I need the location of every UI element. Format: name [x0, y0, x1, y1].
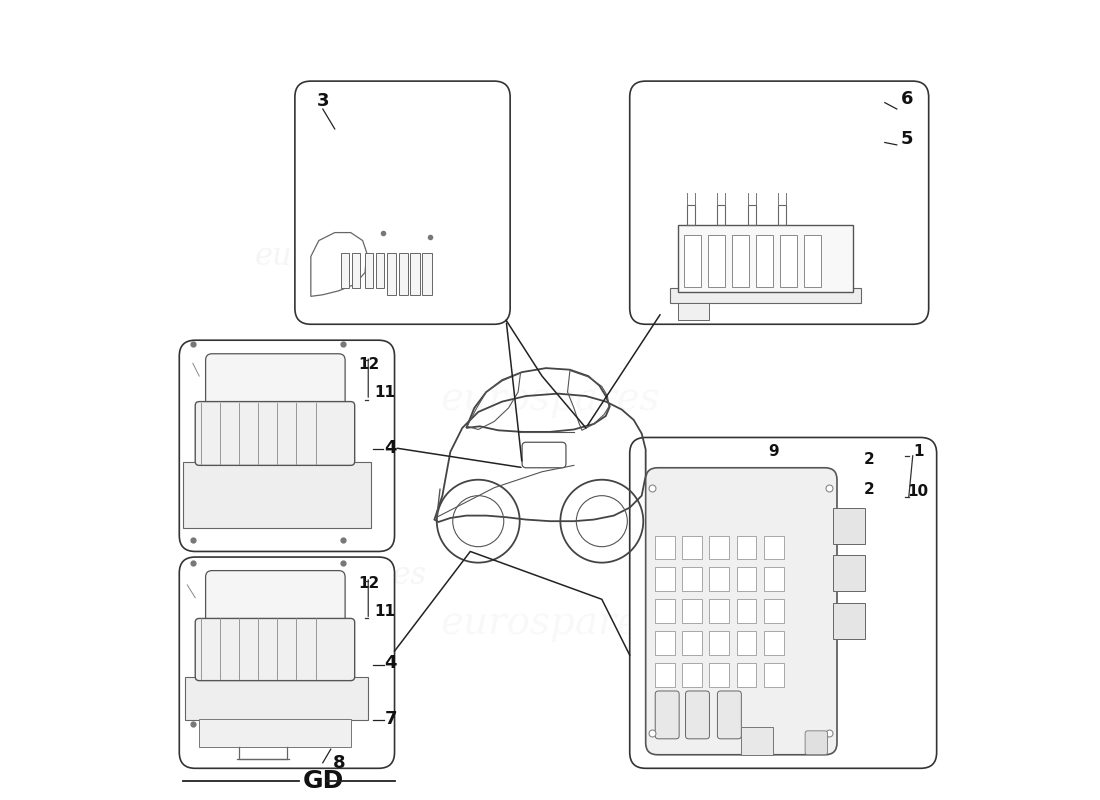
FancyBboxPatch shape	[708, 235, 725, 286]
FancyBboxPatch shape	[179, 557, 395, 768]
Text: 2: 2	[864, 452, 874, 467]
Text: eurospares: eurospares	[255, 560, 427, 591]
FancyBboxPatch shape	[341, 253, 349, 288]
FancyBboxPatch shape	[522, 442, 565, 468]
FancyBboxPatch shape	[684, 235, 702, 286]
FancyBboxPatch shape	[646, 468, 837, 754]
FancyBboxPatch shape	[656, 691, 679, 739]
FancyBboxPatch shape	[763, 663, 783, 687]
Text: 11: 11	[375, 604, 396, 618]
Text: 3: 3	[317, 92, 329, 110]
FancyBboxPatch shape	[763, 631, 783, 655]
FancyBboxPatch shape	[206, 570, 345, 625]
FancyBboxPatch shape	[410, 254, 420, 294]
FancyBboxPatch shape	[682, 599, 702, 623]
FancyBboxPatch shape	[206, 354, 345, 408]
FancyBboxPatch shape	[295, 81, 510, 324]
FancyBboxPatch shape	[805, 731, 827, 754]
FancyBboxPatch shape	[737, 599, 757, 623]
Text: 4: 4	[384, 439, 397, 457]
FancyBboxPatch shape	[710, 599, 729, 623]
FancyBboxPatch shape	[179, 340, 395, 551]
FancyBboxPatch shape	[682, 535, 702, 559]
FancyBboxPatch shape	[670, 288, 861, 302]
FancyBboxPatch shape	[398, 254, 408, 294]
FancyBboxPatch shape	[656, 535, 675, 559]
FancyBboxPatch shape	[376, 253, 384, 288]
FancyBboxPatch shape	[352, 253, 361, 288]
Text: 8: 8	[332, 754, 345, 772]
Text: 11: 11	[375, 385, 396, 399]
Text: 9: 9	[768, 444, 779, 459]
FancyBboxPatch shape	[365, 253, 373, 288]
Text: 6: 6	[901, 90, 913, 108]
Text: 2: 2	[864, 482, 874, 497]
FancyBboxPatch shape	[710, 631, 729, 655]
FancyBboxPatch shape	[656, 631, 675, 655]
FancyBboxPatch shape	[741, 727, 773, 754]
FancyBboxPatch shape	[737, 567, 757, 591]
FancyBboxPatch shape	[629, 438, 937, 768]
FancyBboxPatch shape	[732, 235, 749, 286]
FancyBboxPatch shape	[756, 235, 773, 286]
Text: 1: 1	[913, 444, 924, 459]
FancyBboxPatch shape	[833, 603, 865, 639]
FancyBboxPatch shape	[763, 567, 783, 591]
FancyBboxPatch shape	[763, 599, 783, 623]
FancyBboxPatch shape	[185, 677, 368, 721]
FancyBboxPatch shape	[685, 691, 710, 739]
FancyBboxPatch shape	[737, 535, 757, 559]
FancyBboxPatch shape	[199, 719, 351, 746]
FancyBboxPatch shape	[678, 225, 852, 292]
FancyBboxPatch shape	[656, 663, 675, 687]
Text: eurospares: eurospares	[440, 382, 660, 418]
FancyBboxPatch shape	[682, 631, 702, 655]
FancyBboxPatch shape	[386, 254, 396, 294]
Text: eurospares: eurospares	[629, 624, 802, 654]
Text: eurospares: eurospares	[440, 605, 660, 642]
FancyBboxPatch shape	[737, 663, 757, 687]
FancyBboxPatch shape	[184, 462, 371, 527]
FancyBboxPatch shape	[717, 691, 741, 739]
Text: 7: 7	[384, 710, 397, 728]
FancyBboxPatch shape	[629, 81, 928, 324]
FancyBboxPatch shape	[780, 235, 798, 286]
Text: 4: 4	[384, 654, 397, 672]
Text: eurospares: eurospares	[629, 241, 802, 272]
FancyBboxPatch shape	[710, 663, 729, 687]
FancyBboxPatch shape	[833, 555, 865, 591]
FancyBboxPatch shape	[682, 567, 702, 591]
FancyBboxPatch shape	[656, 567, 675, 591]
Text: 12: 12	[359, 357, 380, 372]
FancyBboxPatch shape	[678, 302, 710, 320]
FancyBboxPatch shape	[195, 618, 354, 681]
Text: 5: 5	[901, 130, 913, 147]
FancyBboxPatch shape	[710, 567, 729, 591]
Text: GD: GD	[302, 769, 344, 793]
FancyBboxPatch shape	[763, 535, 783, 559]
FancyBboxPatch shape	[833, 508, 865, 543]
FancyBboxPatch shape	[682, 663, 702, 687]
FancyBboxPatch shape	[737, 631, 757, 655]
Text: eurospares: eurospares	[255, 241, 427, 272]
FancyBboxPatch shape	[656, 599, 675, 623]
Text: 10: 10	[908, 484, 928, 499]
FancyBboxPatch shape	[710, 535, 729, 559]
FancyBboxPatch shape	[803, 235, 821, 286]
FancyBboxPatch shape	[422, 254, 432, 294]
FancyBboxPatch shape	[195, 402, 354, 466]
Text: 12: 12	[359, 576, 380, 591]
